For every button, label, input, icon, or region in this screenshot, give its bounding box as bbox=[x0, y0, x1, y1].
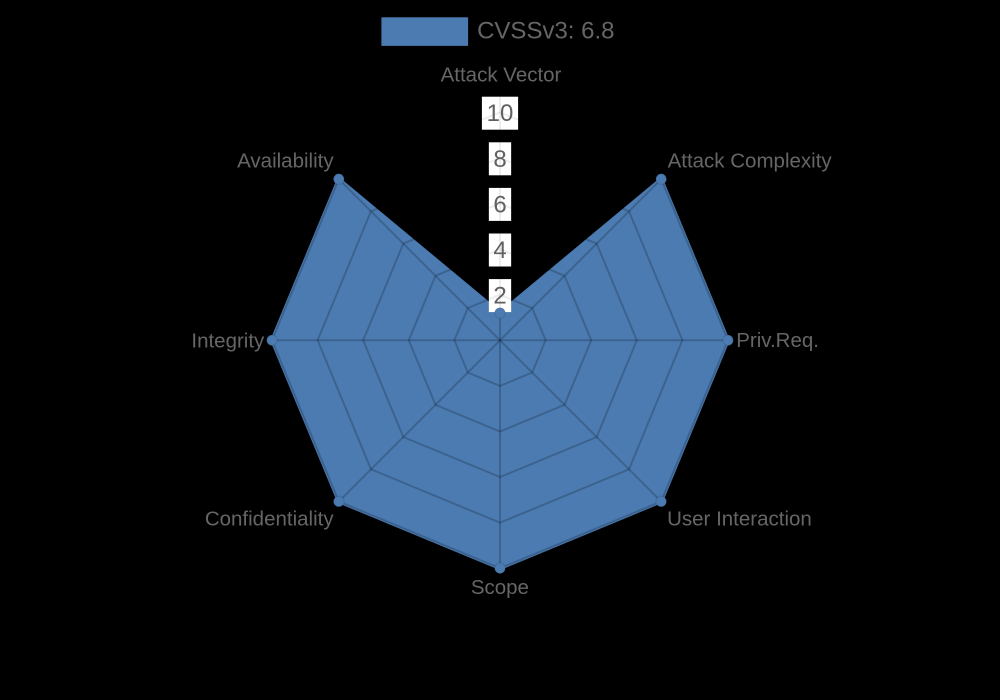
svg-text:Integrity: Integrity bbox=[191, 329, 265, 352]
svg-text:2: 2 bbox=[493, 283, 506, 310]
svg-text:4: 4 bbox=[493, 237, 506, 264]
svg-text:CVSSv3: 6.8: CVSSv3: 6.8 bbox=[477, 17, 614, 44]
svg-text:10: 10 bbox=[487, 100, 514, 127]
svg-text:Confidentiality: Confidentiality bbox=[205, 508, 335, 531]
svg-text:Priv.Req.: Priv.Req. bbox=[736, 329, 819, 352]
svg-text:6: 6 bbox=[493, 191, 506, 218]
svg-text:Scope: Scope bbox=[471, 576, 529, 599]
svg-text:Attack Vector: Attack Vector bbox=[441, 64, 562, 87]
svg-text:Attack Complexity: Attack Complexity bbox=[668, 150, 833, 173]
svg-text:User Interaction: User Interaction bbox=[667, 508, 812, 531]
svg-text:Availability: Availability bbox=[237, 150, 334, 173]
svg-text:8: 8 bbox=[493, 146, 506, 173]
